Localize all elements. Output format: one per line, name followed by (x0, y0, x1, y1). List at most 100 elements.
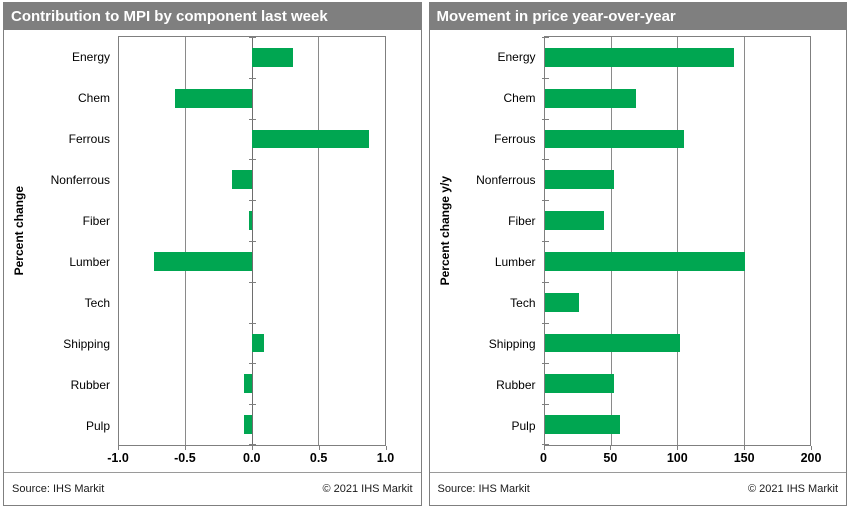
chart-panel-mpi-contribution: Contribution to MPI by component last we… (3, 2, 422, 506)
y-axis-title-column: Percent change (6, 36, 32, 472)
x-tick-label: -1.0 (107, 451, 129, 465)
bar-chem (544, 88, 637, 108)
plot-wrap: Energy Chem Ferrous Nonferrous Fiber Lumber Te… (32, 36, 386, 446)
category-label-energy: Energy (497, 49, 536, 64)
category-tick-mark (541, 444, 549, 445)
category-label-nonferrous: Nonferrous (476, 172, 536, 187)
chart-area: Percent change y/y Energy Chem Ferrous Nonf… (430, 30, 847, 472)
category-tick-mark (541, 322, 549, 324)
x-tick-mark (543, 446, 545, 450)
copyright-label: © 2021 IHS Markit (322, 483, 413, 495)
x-tick-label: 0 (540, 451, 547, 465)
category-tick-mark (248, 404, 256, 406)
bar-shipping (544, 333, 680, 353)
category-tick-mark (541, 404, 549, 406)
y-axis-title-column: Percent change y/y (432, 36, 458, 472)
gridline (185, 37, 187, 445)
category-tick-mark (541, 118, 549, 120)
category-label-shipping: Shipping (63, 336, 110, 351)
bar-ferrous (544, 129, 684, 149)
chart-main: Energy Chem Ferrous Nonferrous Fiber Lumber Te… (458, 36, 821, 472)
x-tick-label: 1.0 (376, 451, 395, 465)
category-label-energy: Energy (71, 49, 110, 64)
plot-area (541, 36, 811, 446)
bar-fiber (249, 211, 252, 230)
category-label-shipping: Shipping (488, 336, 536, 351)
category-tick-mark (541, 363, 549, 365)
category-tick-mark (541, 200, 549, 202)
bar-nonferrous (544, 170, 614, 190)
category-label-chem: Chem (503, 90, 536, 105)
category-tick-mark (248, 159, 256, 161)
category-tick-mark (248, 322, 256, 324)
bar-pulp (544, 415, 621, 434)
category-tick-mark (248, 241, 256, 242)
category-label-pulp: Pulp (511, 418, 536, 433)
x-tick-label: 100 (666, 451, 688, 465)
x-tick-label: 150 (733, 451, 755, 465)
x-axis: -1.0 -0.5 0.0 0.5 1.0 (107, 446, 394, 472)
category-label-ferrous: Ferrous (494, 131, 536, 146)
bar-chem (174, 88, 252, 108)
plot-area (118, 36, 386, 446)
category-label-pulp: Pulp (85, 418, 110, 433)
gridline (677, 37, 679, 445)
bar-fiber (544, 211, 605, 230)
category-tick-mark (541, 159, 549, 161)
x-tick-label: 0.0 (243, 451, 261, 465)
chart-main: Energy Chem Ferrous Nonferrous Fiber Lumber Te… (32, 36, 394, 472)
chart-title: Movement in price year-over-year (429, 3, 846, 30)
bar-pulp (243, 415, 252, 434)
category-label-lumber: Lumber (69, 254, 110, 269)
x-tick-mark (385, 446, 387, 450)
x-tick-mark (118, 446, 119, 450)
category-labels: Energy Chem Ferrous Nonferrous Fiber Lumber Te… (458, 36, 544, 446)
category-tick-mark (541, 241, 549, 242)
bar-shipping (251, 333, 264, 353)
x-axis-row: -1.0 -0.5 0.0 0.5 1.0 (32, 446, 394, 472)
y-axis-title: Percent change (12, 186, 26, 276)
chart-footer: Source: IHS Markit © 2021 IHS Markit (429, 472, 846, 505)
category-tick-mark (541, 37, 549, 38)
gridline (610, 37, 612, 445)
bar-nonferrous (231, 170, 252, 190)
x-axis-spacer (458, 446, 544, 472)
category-tick-mark (248, 118, 256, 120)
x-tick-mark (744, 446, 746, 450)
category-label-tech: Tech (510, 295, 536, 310)
gridline (743, 37, 745, 445)
x-axis-spacer (32, 446, 118, 472)
x-axis: 0 50 100 150 200 (540, 446, 821, 472)
category-tick-mark (248, 281, 256, 283)
category-label-nonferrous: Nonferrous (50, 172, 110, 187)
bar-rubber (243, 374, 252, 394)
chart-footer: Source: IHS Markit © 2021 IHS Markit (4, 472, 421, 505)
bar-lumber (153, 252, 252, 271)
x-tick-label: 50 (603, 451, 618, 465)
bar-lumber (544, 252, 745, 271)
gridline (318, 37, 320, 445)
category-label-fiber: Fiber (508, 213, 536, 228)
category-tick-mark (248, 77, 256, 79)
chart-area: Percent change Energy Chem Ferrous Nonferro… (4, 30, 421, 472)
x-tick-mark (318, 446, 320, 450)
category-tick-mark (248, 444, 256, 445)
bar-ferrous (251, 129, 369, 149)
x-tick-label: 0.5 (309, 451, 328, 465)
category-tick-mark (248, 200, 256, 202)
category-label-lumber: Lumber (494, 254, 536, 269)
category-tick-mark (248, 363, 256, 365)
plot-wrap: Energy Chem Ferrous Nonferrous Fiber Lumber Te… (458, 36, 811, 446)
x-tick-mark (184, 446, 186, 450)
chart-title: Contribution to MPI by component last we… (4, 3, 421, 30)
category-label-rubber: Rubber (70, 377, 110, 392)
chart-panel-price-movement: Movement in price year-over-year Percent… (428, 2, 847, 506)
source-label: Source: IHS Markit (437, 483, 530, 495)
x-tick-label: 200 (800, 451, 822, 465)
category-label-ferrous: Ferrous (68, 131, 110, 146)
x-tick-mark (251, 446, 253, 450)
x-tick-mark (811, 446, 812, 450)
bar-rubber (544, 374, 614, 394)
x-tick-label: -0.5 (174, 451, 196, 465)
